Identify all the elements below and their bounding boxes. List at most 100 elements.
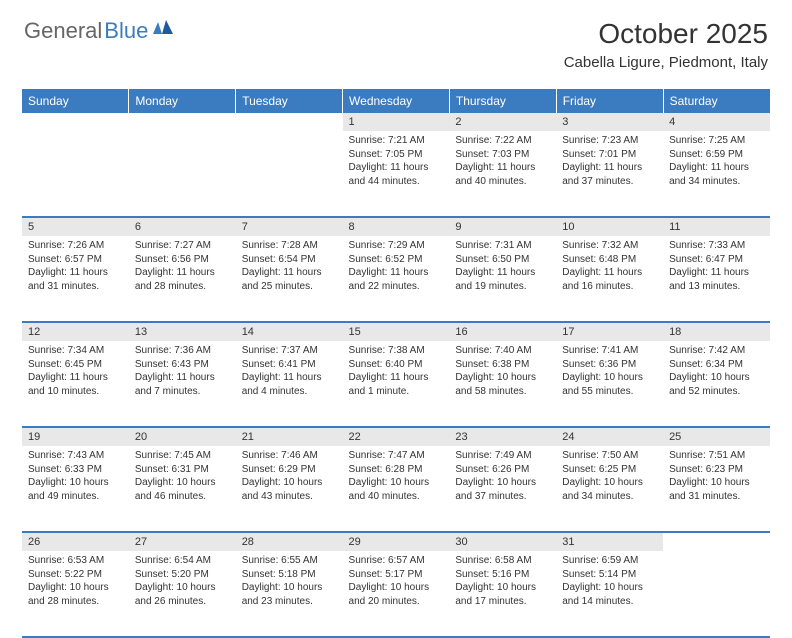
day-info-line: Sunset: 5:17 PM <box>349 568 444 582</box>
day-info-line: Sunset: 5:18 PM <box>242 568 337 582</box>
day-number-cell: 26 <box>22 532 129 551</box>
day-info-line: Sunset: 6:25 PM <box>562 463 657 477</box>
location: Cabella Ligure, Piedmont, Italy <box>564 54 768 71</box>
day-info-line: Daylight: 10 hours <box>242 581 337 595</box>
day-info-line: Daylight: 11 hours <box>28 266 123 280</box>
day-number-row: 567891011 <box>22 217 770 236</box>
day-info-line: and 34 minutes. <box>562 490 657 504</box>
day-number-cell: 11 <box>663 217 770 236</box>
day-info-line: Sunrise: 7:42 AM <box>669 344 764 358</box>
day-content-row: Sunrise: 6:53 AMSunset: 5:22 PMDaylight:… <box>22 551 770 637</box>
day-info-line: Daylight: 10 hours <box>669 371 764 385</box>
day-info-line: Sunset: 5:22 PM <box>28 568 123 582</box>
day-info-line: Sunset: 6:41 PM <box>242 358 337 372</box>
day-number-cell: 23 <box>449 427 556 446</box>
day-info-line: and 1 minute. <box>349 385 444 399</box>
day-info-line: Sunset: 6:40 PM <box>349 358 444 372</box>
day-info-line: Sunset: 6:23 PM <box>669 463 764 477</box>
day-content-cell: Sunrise: 7:33 AMSunset: 6:47 PMDaylight:… <box>663 236 770 322</box>
day-number-cell <box>129 113 236 131</box>
day-content-cell: Sunrise: 6:57 AMSunset: 5:17 PMDaylight:… <box>343 551 450 637</box>
day-info-line: Sunrise: 7:27 AM <box>135 239 230 253</box>
day-info-line: and 37 minutes. <box>455 490 550 504</box>
day-content-cell: Sunrise: 7:27 AMSunset: 6:56 PMDaylight:… <box>129 236 236 322</box>
day-info-line: Sunset: 6:34 PM <box>669 358 764 372</box>
day-info-line: Sunset: 6:47 PM <box>669 253 764 267</box>
day-info-line: and 14 minutes. <box>562 595 657 609</box>
day-info-line: Sunrise: 7:41 AM <box>562 344 657 358</box>
day-info-line: and 20 minutes. <box>349 595 444 609</box>
day-header: Tuesday <box>236 89 343 113</box>
day-info-line: Daylight: 11 hours <box>455 266 550 280</box>
day-number-cell: 22 <box>343 427 450 446</box>
day-number-cell: 9 <box>449 217 556 236</box>
day-info-line: and 46 minutes. <box>135 490 230 504</box>
title-block: October 2025 Cabella Ligure, Piedmont, I… <box>564 18 768 71</box>
day-content-cell: Sunrise: 7:50 AMSunset: 6:25 PMDaylight:… <box>556 446 663 532</box>
day-info-line: Sunrise: 7:34 AM <box>28 344 123 358</box>
day-info-line: Daylight: 11 hours <box>135 266 230 280</box>
day-content-cell: Sunrise: 6:55 AMSunset: 5:18 PMDaylight:… <box>236 551 343 637</box>
day-info-line: Sunset: 7:03 PM <box>455 148 550 162</box>
day-info-line: Sunrise: 7:51 AM <box>669 449 764 463</box>
day-number-cell: 13 <box>129 322 236 341</box>
day-header: Friday <box>556 89 663 113</box>
day-info-line: and 43 minutes. <box>242 490 337 504</box>
day-info-line: Sunset: 6:52 PM <box>349 253 444 267</box>
day-number-cell: 4 <box>663 113 770 131</box>
day-content-cell: Sunrise: 7:21 AMSunset: 7:05 PMDaylight:… <box>343 131 450 217</box>
day-info-line: Sunrise: 7:26 AM <box>28 239 123 253</box>
day-info-line: and 4 minutes. <box>242 385 337 399</box>
day-number-cell: 8 <box>343 217 450 236</box>
day-content-cell: Sunrise: 7:26 AMSunset: 6:57 PMDaylight:… <box>22 236 129 322</box>
day-content-cell: Sunrise: 6:59 AMSunset: 5:14 PMDaylight:… <box>556 551 663 637</box>
day-info-line: Daylight: 11 hours <box>562 161 657 175</box>
day-info-line: Daylight: 10 hours <box>562 371 657 385</box>
day-info-line: Sunrise: 7:38 AM <box>349 344 444 358</box>
day-number-cell: 25 <box>663 427 770 446</box>
day-info-line: Sunset: 6:48 PM <box>562 253 657 267</box>
day-info-line: and 31 minutes. <box>669 490 764 504</box>
day-content-cell: Sunrise: 7:34 AMSunset: 6:45 PMDaylight:… <box>22 341 129 427</box>
day-content-cell: Sunrise: 6:53 AMSunset: 5:22 PMDaylight:… <box>22 551 129 637</box>
day-number-cell: 7 <box>236 217 343 236</box>
day-number-cell: 21 <box>236 427 343 446</box>
day-info-line: Sunrise: 6:55 AM <box>242 554 337 568</box>
day-number-cell: 14 <box>236 322 343 341</box>
logo-blue-text: Blue <box>104 18 148 44</box>
day-info-line: Sunset: 6:56 PM <box>135 253 230 267</box>
day-info-line: Daylight: 10 hours <box>28 581 123 595</box>
day-number-cell: 10 <box>556 217 663 236</box>
day-info-line: Sunset: 5:20 PM <box>135 568 230 582</box>
day-info-line: Daylight: 10 hours <box>242 476 337 490</box>
day-info-line: Daylight: 10 hours <box>669 476 764 490</box>
day-info-line: and 40 minutes. <box>455 175 550 189</box>
day-header: Wednesday <box>343 89 450 113</box>
day-info-line: and 16 minutes. <box>562 280 657 294</box>
day-info-line: Daylight: 11 hours <box>349 266 444 280</box>
day-info-line: Sunrise: 7:25 AM <box>669 134 764 148</box>
day-content-cell: Sunrise: 7:41 AMSunset: 6:36 PMDaylight:… <box>556 341 663 427</box>
day-number-cell: 19 <box>22 427 129 446</box>
day-info-line: and 26 minutes. <box>135 595 230 609</box>
day-info-line: Daylight: 10 hours <box>562 476 657 490</box>
day-info-line: Sunrise: 6:58 AM <box>455 554 550 568</box>
day-info-line: and 10 minutes. <box>28 385 123 399</box>
day-content-row: Sunrise: 7:43 AMSunset: 6:33 PMDaylight:… <box>22 446 770 532</box>
day-header: Thursday <box>449 89 556 113</box>
day-info-line: and 22 minutes. <box>349 280 444 294</box>
day-info-line: Sunrise: 7:43 AM <box>28 449 123 463</box>
day-content-cell: Sunrise: 7:45 AMSunset: 6:31 PMDaylight:… <box>129 446 236 532</box>
day-info-line: Daylight: 11 hours <box>669 266 764 280</box>
day-content-cell: Sunrise: 7:51 AMSunset: 6:23 PMDaylight:… <box>663 446 770 532</box>
day-number-cell: 30 <box>449 532 556 551</box>
day-info-line: Sunset: 7:01 PM <box>562 148 657 162</box>
day-content-cell <box>236 131 343 217</box>
day-info-line: Daylight: 11 hours <box>242 266 337 280</box>
day-info-line: Daylight: 11 hours <box>349 371 444 385</box>
day-info-line: Sunset: 6:38 PM <box>455 358 550 372</box>
day-number-cell: 16 <box>449 322 556 341</box>
calendar-body: 1234Sunrise: 7:21 AMSunset: 7:05 PMDayli… <box>22 113 770 637</box>
day-info-line: Sunrise: 7:40 AM <box>455 344 550 358</box>
day-content-cell <box>129 131 236 217</box>
